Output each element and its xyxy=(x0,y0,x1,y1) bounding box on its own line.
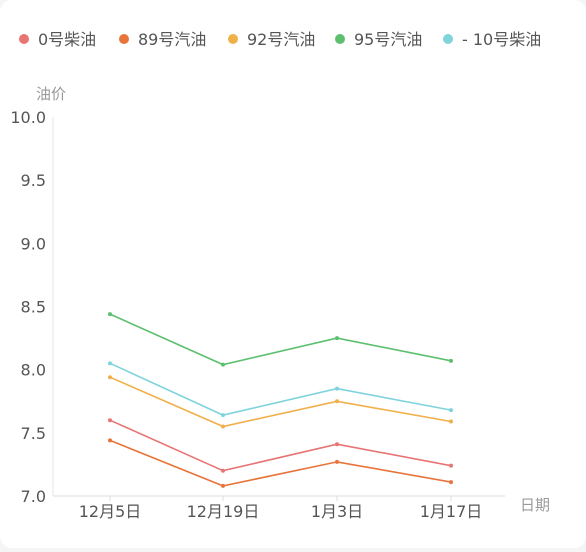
series-line xyxy=(109,313,452,366)
data-point[interactable] xyxy=(335,399,339,404)
series-line xyxy=(109,439,452,487)
x-tick-label: 12月19日 xyxy=(187,502,260,521)
data-point[interactable] xyxy=(108,361,112,366)
data-point[interactable] xyxy=(108,438,112,443)
legend-item[interactable]: 0号柴油 xyxy=(19,30,96,49)
data-point[interactable] xyxy=(221,483,225,488)
y-tick-label: 7.0 xyxy=(21,487,46,506)
legend-item[interactable]: 95号汽油 xyxy=(335,30,422,49)
y-axis-label: 油价 xyxy=(36,85,66,103)
data-point[interactable] xyxy=(221,413,225,418)
data-point[interactable] xyxy=(449,419,453,424)
x-tick-label: 1月3日 xyxy=(311,502,363,521)
data-point[interactable] xyxy=(108,312,112,317)
data-point[interactable] xyxy=(108,375,112,380)
y-tick-label: 7.5 xyxy=(21,424,46,443)
legend-label: - 10号柴油 xyxy=(462,30,541,49)
data-point[interactable] xyxy=(221,468,225,473)
y-axis-ticks: 7.0 7.5 8.0 8.5 9.0 9.5 10.0 xyxy=(10,108,46,506)
data-point[interactable] xyxy=(449,358,453,363)
legend-label: 89号汽油 xyxy=(138,30,206,49)
data-point[interactable] xyxy=(335,459,339,464)
legend-label: 0号柴油 xyxy=(38,30,96,49)
y-tick-label: 9.5 xyxy=(21,171,46,190)
data-point[interactable] xyxy=(108,418,112,423)
series-line xyxy=(109,419,452,472)
y-tick-label: 8.5 xyxy=(21,298,46,317)
legend-marker xyxy=(335,34,345,44)
data-point[interactable] xyxy=(335,336,339,341)
series-line xyxy=(109,362,452,416)
x-tick-label: 12月5日 xyxy=(79,502,142,521)
legend-label: 95号汽油 xyxy=(354,30,422,49)
data-point[interactable] xyxy=(449,408,453,413)
y-tick-label: 10.0 xyxy=(10,108,46,127)
series-line xyxy=(109,376,452,428)
legend-marker xyxy=(19,34,29,44)
x-axis-label: 日期 xyxy=(520,496,550,514)
x-tick-label: 1月17日 xyxy=(420,502,483,521)
data-point[interactable] xyxy=(449,463,453,468)
legend-item[interactable]: - 10号柴油 xyxy=(443,30,541,49)
legend-marker xyxy=(443,34,453,44)
legend-label: 92号汽油 xyxy=(247,30,315,49)
legend-item[interactable]: 92号汽油 xyxy=(228,30,315,49)
legend-marker xyxy=(119,34,129,44)
legend[interactable]: 0号柴油 89号汽油 92号汽油 95号汽油 - 10号柴油 xyxy=(19,30,541,49)
data-point[interactable] xyxy=(335,386,339,391)
y-tick-label: 8.0 xyxy=(21,361,46,380)
data-point[interactable] xyxy=(221,362,225,367)
legend-marker xyxy=(228,34,238,44)
data-point[interactable] xyxy=(221,424,225,429)
series-lines xyxy=(108,312,453,488)
y-tick-label: 9.0 xyxy=(21,234,46,253)
legend-item[interactable]: 89号汽油 xyxy=(119,30,206,49)
data-point[interactable] xyxy=(449,480,453,485)
x-axis-ticks: 12月5日 12月19日 1月3日 1月17日 xyxy=(79,496,483,521)
data-point[interactable] xyxy=(335,442,339,447)
